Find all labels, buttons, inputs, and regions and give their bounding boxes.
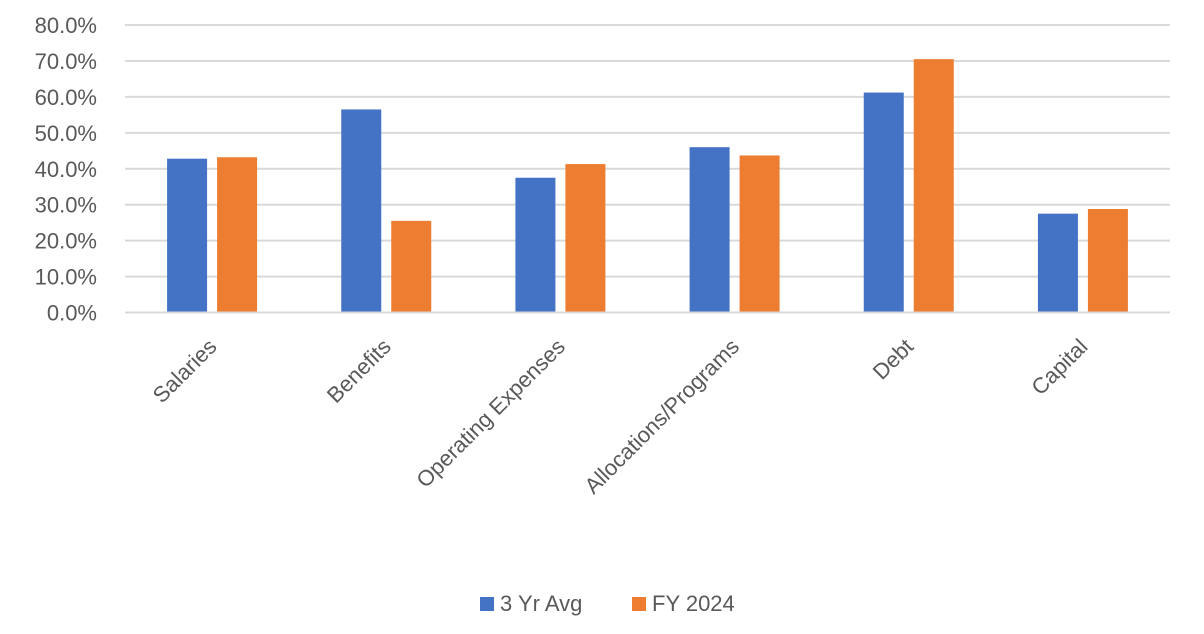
bars: [167, 59, 1128, 313]
y-tick-label: 10.0%: [35, 265, 97, 290]
y-tick-label: 80.0%: [35, 13, 97, 38]
y-axis-tick-labels: 0.0% 10.0% 20.0% 30.0% 40.0% 50.0% 60.0% 70.0% 8…: [35, 13, 97, 326]
bar-fy-2024: [913, 59, 954, 313]
x-category-label: Benefits: [322, 334, 396, 408]
bar-three-yr-avg: [689, 147, 730, 313]
legend-swatch: [632, 597, 646, 611]
bar-fy-2024: [217, 157, 258, 313]
x-category-label: Allocations/Programs: [579, 334, 744, 499]
y-tick-label: 60.0%: [35, 85, 97, 110]
gridlines: [125, 24, 1170, 278]
y-tick-label: 0.0%: [47, 301, 97, 326]
bar-three-yr-avg: [167, 158, 208, 313]
legend-label: FY 2024: [652, 591, 735, 616]
y-tick-label: 40.0%: [35, 157, 97, 182]
category-labels: Salaries Benefits Operating Expenses Alloca…: [148, 334, 1093, 499]
legend-swatch: [480, 597, 494, 611]
bar-fy-2024: [1087, 209, 1128, 313]
bar-fy-2024: [391, 220, 432, 313]
bar-fy-2024: [565, 164, 606, 313]
bar-three-yr-avg: [1037, 213, 1078, 313]
bar-three-yr-avg: [515, 177, 556, 313]
y-tick-label: 30.0%: [35, 193, 97, 218]
x-category-label: Debt: [868, 334, 919, 385]
bar-three-yr-avg: [341, 109, 382, 313]
legend-label: 3 Yr Avg: [500, 591, 582, 616]
x-category-label: Capital: [1026, 334, 1092, 400]
x-category-label: Salaries: [148, 334, 222, 408]
legend: 3 Yr Avg FY 2024: [480, 591, 735, 616]
bar-three-yr-avg: [863, 92, 904, 313]
y-tick-label: 20.0%: [35, 229, 97, 254]
bar-fy-2024: [739, 155, 780, 313]
y-tick-label: 50.0%: [35, 121, 97, 146]
x-category-label: Operating Expenses: [411, 334, 570, 493]
y-tick-label: 70.0%: [35, 49, 97, 74]
